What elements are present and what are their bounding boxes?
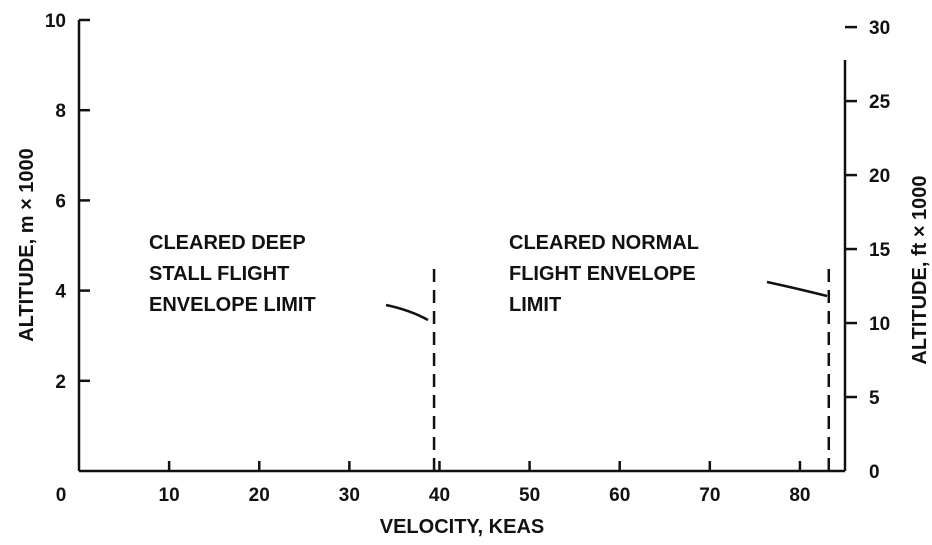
annotation-deep-stall-line-1: CLEARED DEEP — [149, 232, 306, 254]
y-right-tick-label: 5 — [869, 388, 880, 409]
x-tick-label: 0 — [56, 485, 67, 506]
annotation-normal-line-3: LIMIT — [509, 294, 561, 316]
series-lines — [432, 263, 831, 471]
y-left-tick-label: 2 — [55, 372, 66, 393]
x-tick-label: 70 — [699, 485, 720, 506]
y-right-tick-label: 30 — [869, 18, 890, 39]
x-tick-label: 10 — [159, 485, 180, 506]
annotation-normal-leader — [766, 280, 828, 298]
right-y-axis-label: ALTITUDE, ft × 1000 — [909, 175, 931, 364]
y-right-tick-label: 0 — [869, 462, 880, 483]
y-right-tick-label: 25 — [869, 92, 891, 113]
left-y-axis-label: ALTITUDE, m × 1000 — [16, 148, 38, 342]
x-tick-label: 40 — [429, 485, 450, 506]
x-tick-label: 30 — [339, 485, 360, 506]
y-left-tick-label: 10 — [45, 11, 66, 32]
y-left-ticks: 2 4 6 8 10 — [45, 11, 90, 393]
x-tick-label: 80 — [789, 485, 810, 506]
annotation-normal: CLEARED NORMAL FLIGHT ENVELOPE LIMIT — [509, 232, 828, 316]
y-right-tick-label: 20 — [869, 166, 890, 187]
y-right-ticks: 0 5 10 15 20 25 30 — [845, 18, 891, 483]
x-tick-label: 20 — [249, 485, 270, 506]
annotation-normal-line-1: CLEARED NORMAL — [509, 232, 699, 254]
y-left-tick-label: 4 — [55, 282, 66, 303]
annotation-deep-stall-line-3: ENVELOPE LIMIT — [149, 294, 316, 316]
x-ticks: 0 10 20 30 40 50 60 70 80 — [56, 461, 811, 506]
y-right-tick-label: 10 — [869, 314, 890, 335]
x-tick-label: 50 — [519, 485, 540, 506]
annotation-deep-stall-line-2: STALL FLIGHT — [149, 263, 289, 285]
annotation-normal-line-2: FLIGHT ENVELOPE — [509, 263, 696, 285]
x-axis-label: VELOCITY, KEAS — [380, 516, 544, 538]
annotation-deep-stall: CLEARED DEEP STALL FLIGHT ENVELOPE LIMIT — [149, 232, 429, 322]
x-tick-label: 60 — [609, 485, 630, 506]
annotation-deep-stall-leader — [385, 303, 429, 322]
y-right-tick-label: 15 — [869, 240, 891, 261]
y-left-tick-label: 8 — [55, 101, 66, 122]
y-left-tick-label: 6 — [55, 191, 66, 212]
